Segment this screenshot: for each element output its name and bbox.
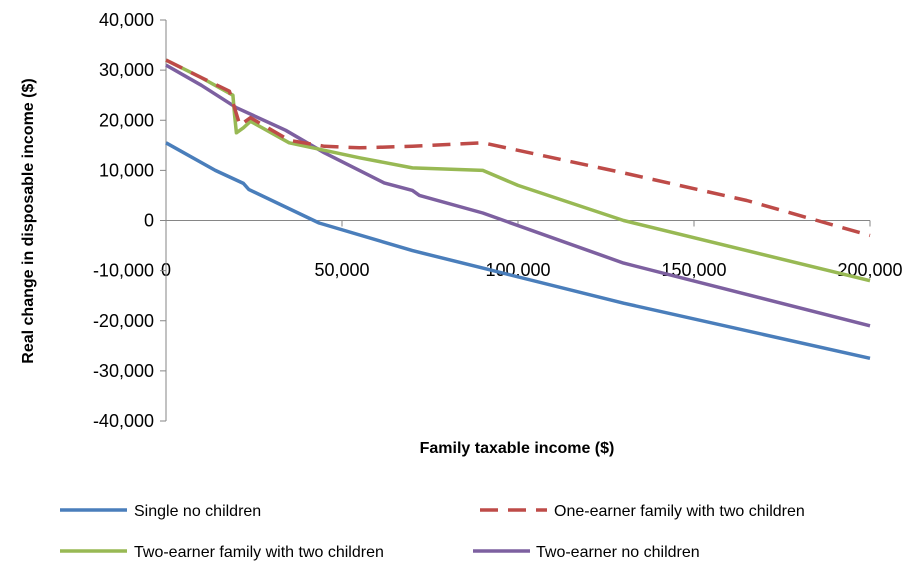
legend-label-3: Two-earner family with two children: [134, 544, 384, 561]
y-tick-label: 40,000: [99, 10, 154, 30]
y-tick-label: 10,000: [99, 160, 154, 180]
series-lines: [165, 58, 871, 361]
x-tick-label: 100,000: [485, 260, 550, 280]
y-tick-label: 0: [144, 211, 154, 231]
legend-label-4: Two-earner no children: [536, 544, 700, 561]
series-line-1: [165, 141, 871, 361]
y-tick-label: -20,000: [93, 311, 154, 331]
x-tick-labels: 0 50,000 100,000 150,000 200,000: [161, 260, 903, 280]
x-tick-label: 50,000: [314, 260, 369, 280]
legend: Single no children One-earner family with…: [60, 503, 805, 561]
legend-label-2: One-earner family with two children: [554, 503, 805, 520]
y-tick-label: -30,000: [93, 361, 154, 381]
x-ticks: [165, 220, 871, 227]
y-axis-title: Real change in disposable income ($): [20, 78, 37, 363]
y-tick-label: -40,000: [93, 411, 154, 431]
x-tick-label: 150,000: [661, 260, 726, 280]
x-axis-title: Family taxable income ($): [420, 440, 615, 457]
y-tick-label: 30,000: [99, 60, 154, 80]
legend-label-1: Single no children: [134, 503, 261, 520]
x-tick-label: 200,000: [837, 260, 902, 280]
series-line-3: [165, 58, 871, 283]
y-ticks: [160, 19, 166, 422]
series-line-2: [165, 58, 871, 238]
y-tick-label: -10,000: [93, 261, 154, 281]
y-tick-label: 20,000: [99, 110, 154, 130]
y-tick-labels: 40,000 30,000 20,000 10,000 0 -10,000 -20,000 -…: [93, 10, 154, 431]
series-line-4: [165, 63, 871, 328]
